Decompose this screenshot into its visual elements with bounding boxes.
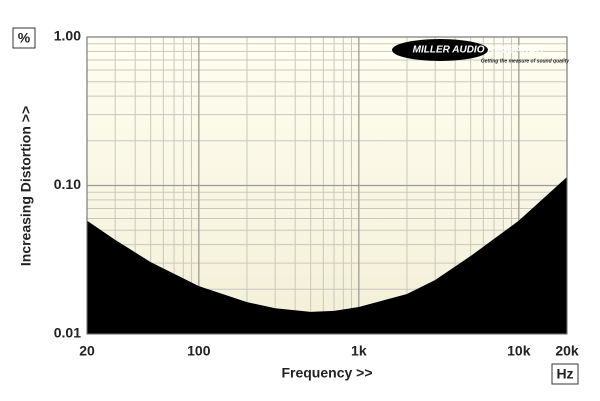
logo: MILLER AUDIO RESEARCH	[413, 45, 545, 56]
x-unit: Hz	[556, 366, 573, 382]
unit-box	[551, 363, 579, 385]
unit-box	[12, 27, 36, 49]
x-tick-label: 10k	[507, 343, 531, 359]
distortion-area	[87, 177, 567, 334]
y-tick-label: 1.00	[54, 28, 81, 44]
x-tick-label: 20	[79, 343, 95, 359]
x-axis-label: Frequency >>	[281, 365, 372, 381]
y-tick-label: 0.01	[54, 325, 81, 341]
x-tick-label: 1k	[351, 343, 367, 359]
logo-tagline: Getting the measure of sound quality	[481, 58, 570, 64]
y-tick-label: 0.10	[54, 176, 81, 192]
y-axis-label: Increasing Distortion >>	[18, 106, 34, 266]
x-tick-label: 100	[187, 343, 211, 359]
plot-frame	[86, 36, 568, 335]
logo-oval	[392, 39, 488, 61]
y-unit: %	[18, 30, 31, 46]
x-tick-label: 20k	[555, 343, 579, 359]
